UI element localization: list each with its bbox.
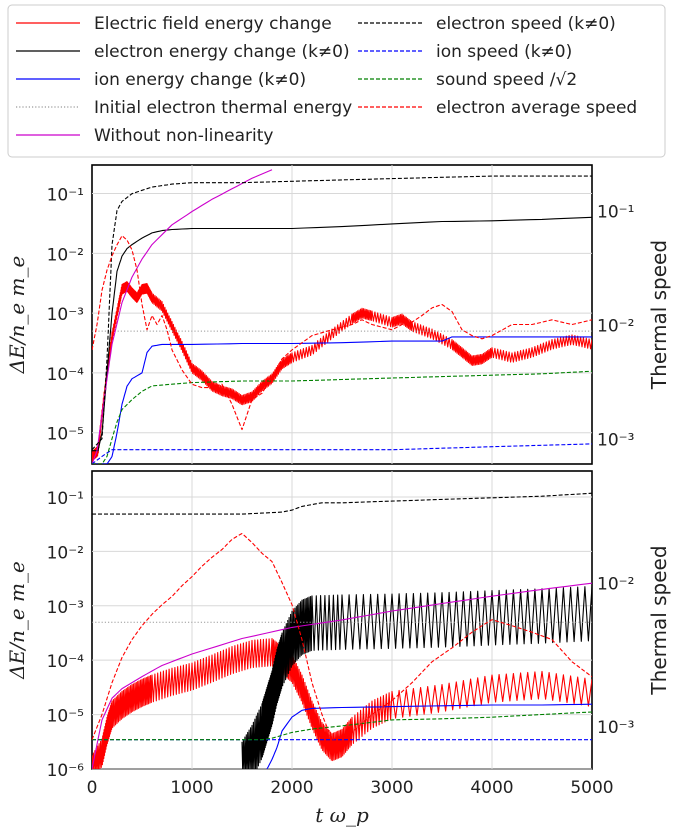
series-sound-speed-2 — [92, 711, 592, 741]
legend-box — [7, 4, 666, 158]
x-tick-label: 3000 — [370, 778, 413, 798]
y-tick-label: 10⁻⁵ — [47, 707, 84, 727]
series-electron-energy-change-k-0 — [92, 216, 592, 452]
y-tick-label: 10⁻⁵ — [47, 425, 84, 445]
y-tick-label: 10⁻¹ — [47, 186, 84, 206]
y-tick-label: 10⁻¹ — [47, 489, 84, 509]
series-without-non-linearity — [92, 169, 273, 464]
series-electron-speed-k-0 — [92, 175, 592, 451]
legend-label: electron energy change (k≠0) — [94, 42, 350, 62]
series-ion-energy-change-k-0 — [266, 703, 592, 769]
y2-tick-label: 10⁻¹ — [597, 202, 634, 222]
y-axis-label: ΔE/n_e m_e — [5, 256, 29, 375]
legend-label: sound speed /√2 — [436, 70, 577, 90]
x-tick-label: 2000 — [270, 778, 313, 798]
x-tick-label: 1000 — [170, 778, 213, 798]
legend-label: ion speed (k≠0) — [436, 42, 572, 62]
series-electron-average-speed — [92, 235, 592, 431]
series-group — [92, 492, 592, 769]
y2-axis-label: Thermal speed — [647, 240, 671, 390]
y-tick-label: 10⁻⁶ — [47, 761, 85, 781]
y-tick-label: 10⁻³ — [47, 305, 84, 325]
legend-label: electron speed (k≠0) — [436, 14, 616, 34]
y-axis-label: ΔE/n_e m_e — [5, 561, 29, 680]
y-tick-label: 10⁻³ — [47, 598, 84, 618]
x-tick-label: 0 — [87, 778, 98, 798]
legend-label: Without non-linearity — [94, 126, 273, 146]
y-tick-label: 10⁻⁴ — [47, 652, 85, 672]
panel-1: 10⁻⁵ 10⁻⁴ 10⁻³ 10⁻² 10⁻¹ 10⁻³ 10⁻² 10⁻¹ ΔE/n_e m… — [5, 164, 671, 465]
series-ion-speed-k-0 — [92, 443, 592, 464]
legend-label: Electric field energy change — [94, 14, 332, 34]
y-tick-label: 10⁻² — [47, 543, 84, 563]
y-tick-label: 10⁻² — [47, 245, 84, 265]
y2-tick-label: 10⁻² — [597, 317, 634, 337]
x-tick-label: 4000 — [470, 778, 513, 798]
y2-axis-label: Thermal speed — [647, 545, 671, 695]
x-tick-label: 5000 — [570, 778, 613, 798]
y2-tick-label: 10⁻² — [597, 575, 634, 595]
series-electron-energy-change-k-0 — [241, 586, 592, 769]
x-axis-label: t ω_p — [315, 803, 369, 827]
y2-tick-label: 10⁻³ — [597, 431, 634, 451]
legend-label: Initial electron thermal energy — [94, 98, 352, 118]
series-sound-speed-2 — [92, 370, 592, 464]
legend-label: electron average speed — [436, 98, 637, 118]
series-without-non-linearity — [92, 582, 592, 769]
series-electron-speed-k-0 — [92, 492, 592, 515]
legend-label: ion energy change (k≠0) — [94, 70, 306, 90]
axes-frame — [91, 164, 593, 465]
series-electron-average-speed — [92, 532, 592, 741]
y2-tick-label: 10⁻³ — [597, 718, 634, 738]
plot-area — [92, 165, 592, 464]
series-ion-energy-change-k-0 — [92, 336, 592, 464]
y-tick-label: 10⁻⁴ — [47, 365, 85, 385]
series-group — [92, 169, 592, 464]
